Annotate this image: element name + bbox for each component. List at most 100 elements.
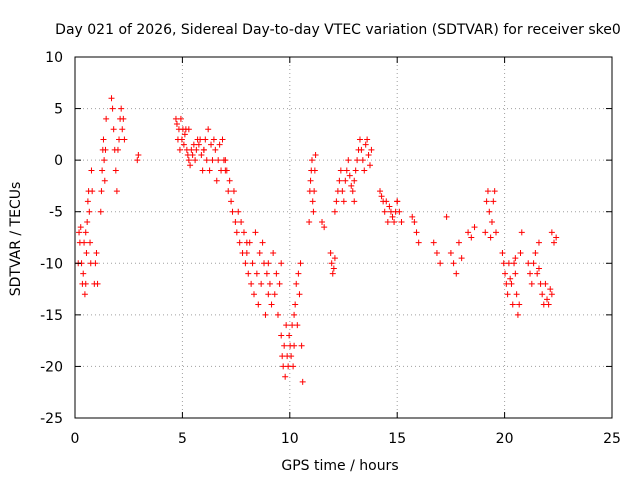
data-point xyxy=(340,198,347,205)
data-point xyxy=(259,239,266,246)
data-point xyxy=(197,136,204,143)
data-point xyxy=(413,229,420,236)
data-point xyxy=(177,115,184,122)
data-point xyxy=(361,167,368,174)
data-point xyxy=(349,188,356,195)
data-point xyxy=(327,249,334,256)
data-point xyxy=(396,208,403,215)
data-point xyxy=(252,229,259,236)
data-point xyxy=(242,260,249,267)
data-point xyxy=(101,157,108,164)
data-point xyxy=(468,234,475,241)
data-point xyxy=(225,188,232,195)
data-point xyxy=(364,136,371,143)
grid-lines xyxy=(75,57,612,418)
data-point xyxy=(433,249,440,256)
data-point xyxy=(365,151,372,158)
data-point xyxy=(94,280,101,287)
data-point xyxy=(118,105,125,112)
data-point xyxy=(505,260,512,267)
data-point xyxy=(243,249,250,256)
data-point xyxy=(384,219,391,226)
data-point xyxy=(306,219,313,226)
data-point xyxy=(356,136,363,143)
data-point xyxy=(120,115,127,122)
data-point xyxy=(482,229,489,236)
data-point xyxy=(81,239,88,246)
data-point xyxy=(377,188,384,195)
data-point xyxy=(283,322,290,329)
data-point xyxy=(512,255,519,262)
data-point xyxy=(290,363,297,370)
data-point xyxy=(352,167,359,174)
data-point xyxy=(513,291,520,298)
data-point xyxy=(278,332,285,339)
data-point xyxy=(262,311,269,318)
data-point xyxy=(209,157,216,164)
data-point xyxy=(453,270,460,277)
data-point xyxy=(256,249,263,256)
y-tick-label: -10 xyxy=(40,256,63,272)
data-point xyxy=(98,188,105,195)
data-point xyxy=(511,260,518,267)
data-point xyxy=(236,239,243,246)
data-point xyxy=(99,167,106,174)
data-point xyxy=(248,280,255,287)
data-point xyxy=(535,265,542,272)
data-point xyxy=(342,177,349,184)
data-point xyxy=(491,188,498,195)
data-point xyxy=(503,280,510,287)
data-point xyxy=(266,280,273,287)
data-point xyxy=(112,167,119,174)
data-point xyxy=(328,260,335,267)
data-point xyxy=(291,342,298,349)
data-point xyxy=(97,208,104,215)
data-point xyxy=(383,198,390,205)
y-tick-label: -15 xyxy=(40,308,63,324)
data-point xyxy=(233,229,240,236)
data-point xyxy=(345,157,352,164)
data-point xyxy=(409,213,416,220)
data-point xyxy=(415,239,422,246)
data-point xyxy=(502,270,509,277)
data-point xyxy=(253,270,260,277)
data-point xyxy=(76,229,83,236)
data-point xyxy=(82,229,89,236)
data-point xyxy=(535,239,542,246)
axis-ticks xyxy=(74,56,613,419)
data-point xyxy=(542,280,549,287)
data-point xyxy=(443,213,450,220)
data-point xyxy=(312,151,319,158)
y-tick-label: -5 xyxy=(49,205,63,221)
data-point xyxy=(368,146,375,153)
y-tick-label: 5 xyxy=(54,102,63,118)
data-point xyxy=(108,95,115,102)
x-tick-label: 10 xyxy=(281,431,299,447)
data-point xyxy=(343,167,350,174)
data-point xyxy=(109,105,116,112)
data-point xyxy=(282,373,289,380)
x-tick-label: 0 xyxy=(71,431,80,447)
data-point xyxy=(527,270,534,277)
data-point xyxy=(329,270,336,277)
plot-frame xyxy=(74,56,613,419)
data-point xyxy=(113,188,120,195)
data-point xyxy=(296,291,303,298)
data-point xyxy=(292,301,299,308)
data-point xyxy=(311,167,318,174)
y-tick-label: 10 xyxy=(45,50,63,66)
data-point xyxy=(83,249,90,256)
data-point xyxy=(219,136,226,143)
data-point xyxy=(551,239,558,246)
data-point xyxy=(81,291,88,298)
data-point xyxy=(333,198,340,205)
data-point xyxy=(110,126,117,133)
data-point xyxy=(134,157,141,164)
y-tick-label: 0 xyxy=(54,153,63,169)
data-point xyxy=(547,286,554,293)
data-point xyxy=(255,301,262,308)
data-point xyxy=(208,141,215,148)
x-tick-label: 5 xyxy=(178,431,187,447)
data-point xyxy=(103,115,110,122)
data-point xyxy=(362,141,369,148)
